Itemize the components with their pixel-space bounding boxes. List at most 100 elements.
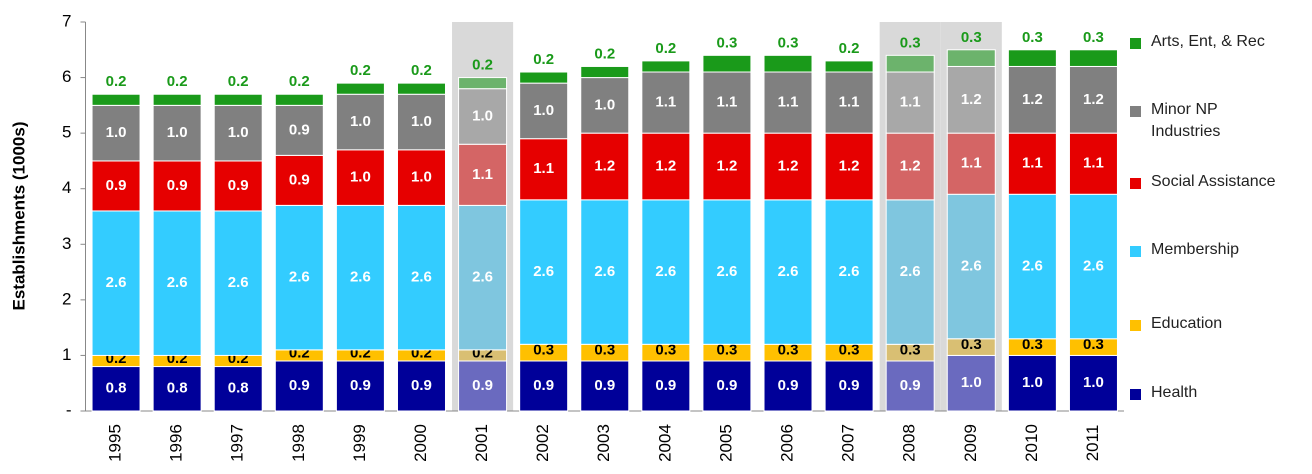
value-label: 0.8 [167, 380, 188, 397]
bar-segment [1068, 193, 1118, 340]
bar-segment [946, 49, 996, 67]
value-label: 2.6 [839, 263, 860, 280]
value-label: 1.2 [594, 157, 615, 174]
bar-segment [152, 104, 202, 162]
value-label: 2.6 [411, 269, 432, 286]
x-tick-label: 2003 [594, 424, 613, 462]
value-label: 2.6 [900, 263, 921, 280]
value-label: 0.2 [533, 51, 554, 68]
value-label: 1.0 [106, 124, 127, 141]
value-label: 0.2 [350, 62, 371, 79]
bar-segment [458, 77, 508, 90]
legend-swatch [1130, 389, 1141, 400]
bar-segment [702, 54, 752, 73]
legend-label: Social Assistance [1151, 173, 1276, 190]
value-label: 0.9 [228, 177, 249, 194]
y-tick-label: 2 [62, 289, 71, 308]
bar-segment [396, 82, 446, 95]
value-label: 0.9 [655, 377, 676, 394]
value-label: 1.1 [961, 155, 982, 172]
legend-item: Education [1128, 315, 1312, 335]
bar-segment [152, 366, 202, 412]
legend-item: Arts, Ent, & Rec [1128, 33, 1312, 53]
value-label: 0.9 [839, 377, 860, 394]
value-label: 1.2 [900, 157, 921, 174]
value-label: 1.1 [472, 166, 493, 183]
legend-item: Membership [1128, 241, 1312, 261]
value-label: 2.6 [228, 274, 249, 291]
bar-segment [396, 360, 446, 412]
legend-label: Education [1151, 315, 1223, 332]
x-tick-label: 1997 [228, 424, 247, 462]
value-label: 1.0 [594, 96, 615, 113]
bar-segment [763, 132, 813, 201]
bar-segment [274, 154, 324, 206]
value-label: 0.9 [411, 377, 432, 394]
legend-swatch [1130, 246, 1141, 257]
x-tick-label: 1995 [106, 424, 125, 462]
bar-segment [213, 104, 263, 162]
bar-segment [396, 149, 446, 206]
value-label: 1.1 [716, 94, 737, 111]
value-label: 1.2 [655, 157, 676, 174]
value-label: 2.6 [533, 263, 554, 280]
bar-segment [1068, 65, 1118, 134]
bar-segment [335, 93, 385, 151]
y-tick-label: 1 [62, 345, 71, 364]
value-label: 1.2 [778, 157, 799, 174]
legend-label: Membership [1151, 241, 1240, 258]
value-label: 0.8 [106, 380, 127, 397]
value-label: 2.6 [167, 274, 188, 291]
bar-segment [580, 65, 630, 79]
value-label: 0.3 [839, 342, 860, 359]
value-label: 1.0 [411, 113, 432, 130]
value-label: 0.9 [900, 377, 921, 394]
value-label: 2.6 [106, 274, 127, 291]
bar-segment [946, 132, 996, 195]
bar-segment [213, 210, 263, 356]
legend-item: Social Assistance [1128, 173, 1312, 193]
legend-swatch [1130, 178, 1141, 189]
y-tick-label: 5 [62, 123, 71, 142]
value-label: 0.3 [1083, 29, 1104, 46]
bar-segment [519, 82, 569, 140]
value-label: 0.2 [472, 57, 493, 74]
legend-swatch [1130, 106, 1141, 117]
bar-segment [885, 199, 935, 345]
legend: Health Education Membership Social Assistan… [1128, 0, 1312, 474]
value-label: 2.6 [655, 263, 676, 280]
value-label: 0.9 [167, 177, 188, 194]
bar-segment [335, 360, 385, 412]
bar-segment [763, 54, 813, 73]
bar-segment [824, 199, 874, 345]
value-label: 0.3 [961, 29, 982, 46]
x-tick-label: 2009 [961, 424, 980, 462]
value-label: 1.0 [228, 124, 249, 141]
x-tick-label: 2008 [900, 424, 919, 462]
value-label: 0.9 [289, 377, 310, 394]
y-axis-label: Establishments (1000s) [9, 122, 28, 311]
value-label: 2.6 [1083, 257, 1104, 274]
bar-segment [1007, 354, 1057, 412]
bar-segment [885, 132, 935, 201]
value-label: 0.2 [594, 45, 615, 62]
bar-segment [885, 71, 935, 134]
legend-swatch [1130, 38, 1141, 49]
legend-label: Minor NP Industries [1151, 101, 1221, 140]
value-label: 1.1 [1083, 155, 1104, 172]
bar-segment [274, 93, 324, 106]
bar-segment [1007, 49, 1057, 67]
value-label: 0.8 [228, 380, 249, 397]
bar-segment [335, 204, 385, 351]
x-tick-label: 1999 [350, 424, 369, 462]
x-tick-label: 2005 [716, 424, 735, 462]
bar-segment [152, 160, 202, 212]
value-label: 0.3 [594, 342, 615, 359]
value-label: 1.0 [167, 124, 188, 141]
bar-segment [641, 60, 691, 73]
value-label: 1.1 [778, 94, 799, 111]
value-label: 0.3 [900, 342, 921, 359]
x-tick-label: 1998 [289, 424, 308, 462]
bar-segment [274, 104, 324, 156]
